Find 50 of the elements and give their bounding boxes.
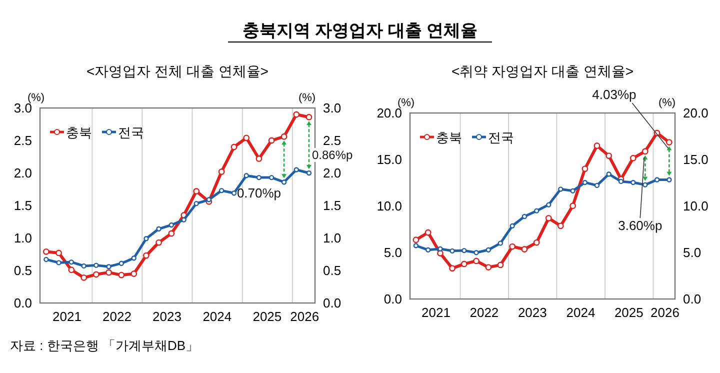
y2-tick-label: 2.5 (323, 133, 342, 148)
text: 자료 : 한국은행 「가계부채DB」 (10, 338, 199, 353)
y2-tick-label: 20.0 (683, 106, 708, 120)
text: 충북지역 자영업자 대출 연체율 (242, 21, 478, 40)
y2-tick-label: 0.0 (683, 292, 702, 306)
annotation: 4.03%p (592, 87, 636, 102)
x-tick-label: 2026 (290, 309, 320, 324)
annotation: 0.70%p (236, 185, 282, 200)
y2-tick-label: 0.0 (323, 296, 342, 310)
y2-axis-title: (%) (298, 92, 316, 104)
y2-tick-label: 5.0 (683, 245, 702, 260)
y2-tick-label: 10.0 (683, 198, 708, 214)
annotation: 0.86%p (312, 148, 353, 162)
y-tick-label: 1.5 (14, 198, 32, 213)
y-tick-label: 15.0 (376, 152, 402, 167)
legend-label: 전국 (118, 125, 144, 140)
chart-subtitle: <자영업자 전체 대출 연체율> (86, 63, 269, 79)
y2-tick-label: 0.5 (323, 263, 342, 278)
y2-tick-label: 1.5 (323, 198, 342, 213)
x-tick-label: 2023 (518, 305, 547, 320)
x-tick-label: 2021 (422, 305, 450, 320)
legend-label: 충북 (66, 125, 92, 140)
y-axis-title: (%) (397, 97, 415, 109)
annotation: 3.60%p (618, 218, 662, 234)
x-tick-label: 2024 (202, 309, 232, 324)
y2-axis-title: (%) (658, 97, 676, 109)
x-tick-label: 2024 (566, 305, 596, 320)
y2-tick-label: 3.0 (323, 100, 342, 116)
y-tick-label: 0.0 (14, 296, 32, 310)
legend-label: 전국 (488, 130, 514, 145)
x-tick-label: 2025 (614, 305, 644, 320)
y-tick-label: 5.0 (384, 245, 402, 260)
x-tick-label: 2022 (102, 309, 132, 324)
x-tick-label: 2023 (152, 309, 182, 324)
y-tick-label: 2.0 (14, 166, 32, 180)
y2-tick-label: 2.0 (323, 166, 342, 180)
legend-label: 충북 (436, 130, 462, 145)
x-tick-label: 2021 (52, 309, 82, 324)
y-tick-label: 2.5 (14, 133, 32, 148)
y-tick-label: 0.5 (14, 263, 32, 278)
y2-tick-label: 1.0 (323, 230, 342, 246)
x-tick-label: 2026 (650, 305, 680, 320)
x-tick-label: 2022 (470, 305, 499, 320)
y-tick-label: 1.0 (14, 230, 32, 246)
y-axis-title: (%) (27, 92, 45, 104)
y2-tick-label: 15.0 (683, 152, 708, 167)
chart-title: <취약 자영업자 대출 연체율> (451, 63, 634, 79)
x-tick-label: 2025 (252, 309, 282, 324)
y-tick-label: 10.0 (376, 198, 402, 214)
y-tick-label: 0.0 (384, 292, 402, 306)
